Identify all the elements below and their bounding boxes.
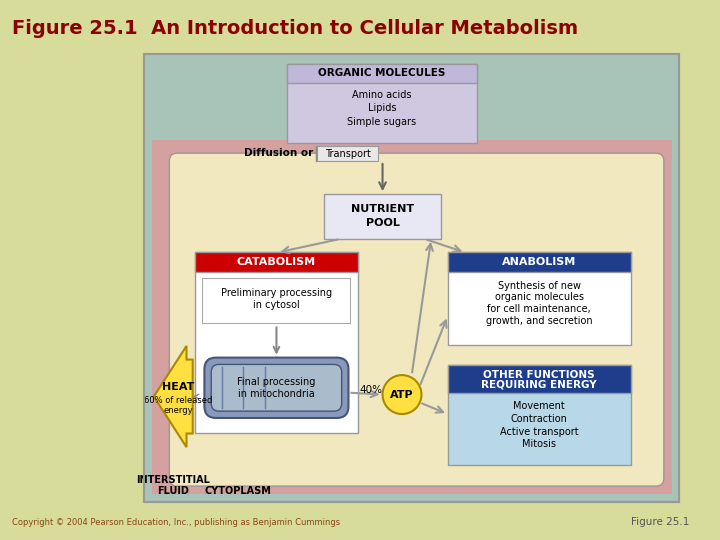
Text: HEAT: HEAT bbox=[162, 382, 194, 392]
FancyBboxPatch shape bbox=[169, 153, 664, 486]
Text: Diffusion or: Diffusion or bbox=[244, 148, 313, 158]
Bar bbox=[202, 278, 351, 322]
Bar bbox=[146, 56, 678, 139]
Text: organic molecules: organic molecules bbox=[495, 292, 584, 302]
Text: Simple sugars: Simple sugars bbox=[348, 117, 417, 127]
Text: CYTOPLASM: CYTOPLASM bbox=[204, 486, 271, 496]
Bar bbox=[448, 253, 631, 272]
Text: Movement: Movement bbox=[513, 401, 565, 411]
Bar bbox=[448, 366, 631, 393]
Bar bbox=[324, 194, 441, 239]
Bar bbox=[194, 253, 359, 272]
Bar bbox=[194, 253, 359, 433]
Text: Lipids: Lipids bbox=[368, 104, 396, 113]
Text: Final processing: Final processing bbox=[238, 377, 315, 387]
Text: Figure 25.1: Figure 25.1 bbox=[631, 517, 689, 527]
Bar bbox=[144, 54, 680, 502]
Bar bbox=[287, 64, 477, 144]
Text: INTERSTITIAL: INTERSTITIAL bbox=[136, 475, 210, 485]
Text: Preliminary processing: Preliminary processing bbox=[221, 288, 332, 299]
Text: Amino acids: Amino acids bbox=[352, 90, 412, 100]
Text: Copyright © 2004 Pearson Education, Inc., publishing as Benjamin Cummings: Copyright © 2004 Pearson Education, Inc.… bbox=[12, 518, 340, 527]
Text: 60% of released: 60% of released bbox=[144, 396, 212, 405]
Text: Mitosis: Mitosis bbox=[522, 439, 557, 449]
FancyBboxPatch shape bbox=[211, 364, 342, 411]
Text: 40%: 40% bbox=[359, 384, 382, 395]
Text: Figure 25.1  An Introduction to Cellular Metabolism: Figure 25.1 An Introduction to Cellular … bbox=[12, 19, 578, 38]
Text: growth, and secretion: growth, and secretion bbox=[486, 315, 593, 326]
Text: for cell maintenance,: for cell maintenance, bbox=[487, 304, 591, 314]
Text: POOL: POOL bbox=[366, 218, 400, 228]
Text: in cytosol: in cytosol bbox=[253, 300, 300, 310]
Text: ATP: ATP bbox=[390, 389, 414, 400]
Text: Transport: Transport bbox=[325, 148, 370, 159]
Text: Synthesis of new: Synthesis of new bbox=[498, 281, 581, 291]
Text: OTHER FUNCTIONS: OTHER FUNCTIONS bbox=[483, 370, 595, 380]
Text: CATABOLISM: CATABOLISM bbox=[237, 257, 316, 267]
Text: ANABOLISM: ANABOLISM bbox=[502, 257, 577, 267]
Text: ORGANIC MOLECULES: ORGANIC MOLECULES bbox=[318, 69, 446, 78]
Text: energy: energy bbox=[163, 406, 193, 415]
Bar bbox=[448, 253, 631, 345]
Bar bbox=[287, 64, 477, 83]
Circle shape bbox=[382, 375, 421, 414]
Bar bbox=[448, 366, 631, 465]
FancyBboxPatch shape bbox=[204, 357, 348, 418]
Text: NUTRIENT: NUTRIENT bbox=[351, 204, 414, 214]
Text: in mitochondria: in mitochondria bbox=[238, 389, 315, 399]
Text: FLUID: FLUID bbox=[158, 486, 189, 496]
Bar bbox=[144, 54, 680, 502]
Text: Contraction: Contraction bbox=[510, 414, 567, 424]
Bar bbox=[318, 146, 378, 161]
Bar bbox=[152, 139, 672, 494]
Text: REQUIRING ENERGY: REQUIRING ENERGY bbox=[482, 380, 597, 390]
Text: Active transport: Active transport bbox=[500, 427, 579, 436]
Polygon shape bbox=[154, 346, 193, 447]
